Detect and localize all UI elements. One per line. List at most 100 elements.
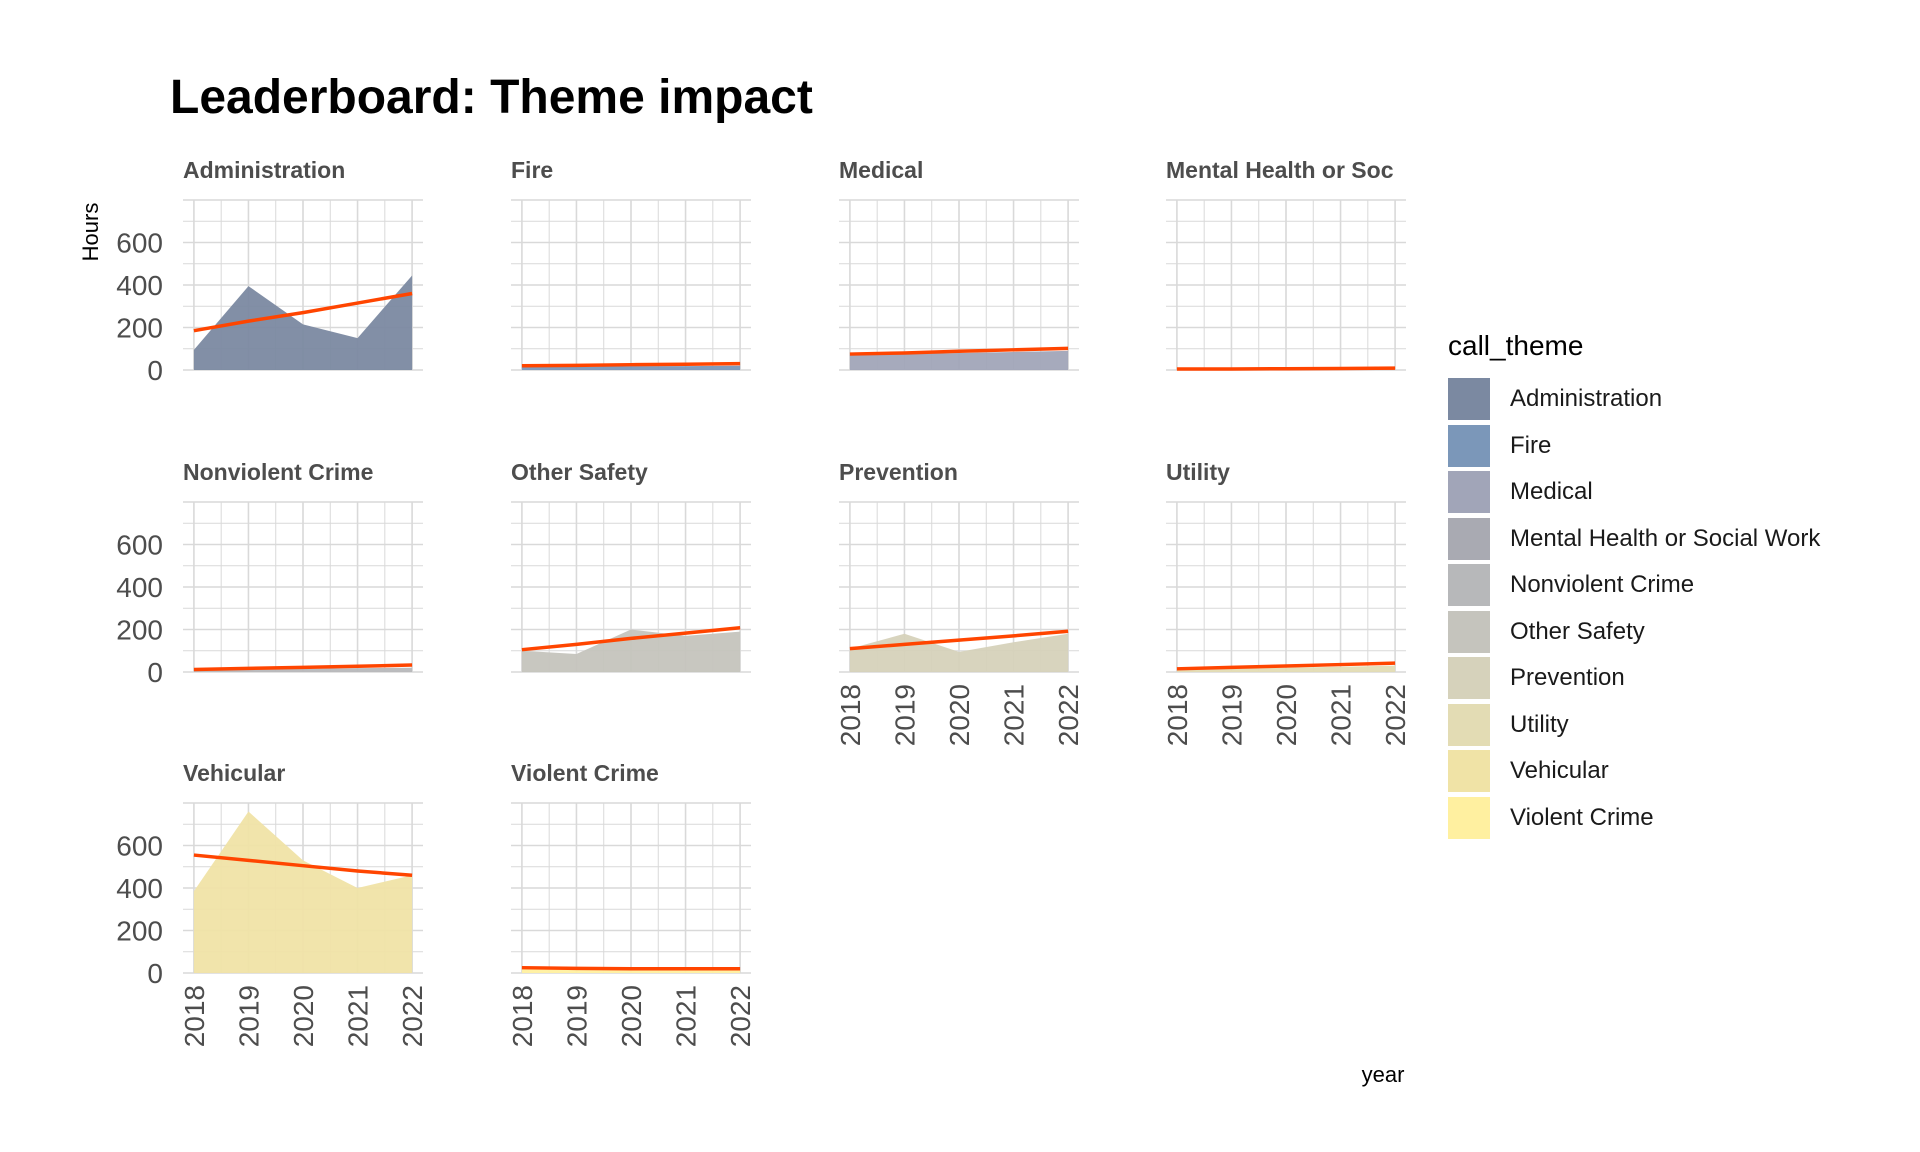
trend-line-administration xyxy=(193,291,413,333)
y-tick-label: 400 xyxy=(116,270,163,301)
panel-mental-health-or-social-work: Mental Health or Soc xyxy=(1166,157,1406,371)
y-tick-label: 200 xyxy=(116,313,163,344)
y-tick-label: 400 xyxy=(116,873,163,904)
panel-grid xyxy=(1166,501,1406,673)
y-tick-label: 0 xyxy=(147,657,163,688)
legend-label: Other Safety xyxy=(1510,617,1645,645)
legend-item-violent-crime: Violent Crime xyxy=(1448,795,1820,842)
legend-key xyxy=(1448,703,1490,746)
x-axis-title: year xyxy=(1362,1062,1405,1087)
x-tick-label: 2022 xyxy=(1053,684,1084,746)
panel-nonviolent-crime: Nonviolent Crime 0 200 400 600 xyxy=(116,459,423,688)
legend-key xyxy=(1448,610,1490,653)
area-medical xyxy=(849,350,1069,370)
legend-key xyxy=(1448,517,1490,560)
x-tick-label: 2020 xyxy=(1271,684,1302,746)
legend-label: Violent Crime xyxy=(1510,803,1654,831)
trend-line-nonviolent-crime xyxy=(193,663,413,672)
panel-vehicular: Vehicular 0 200 400 600 2018 2019 2020 2021 2022 xyxy=(116,760,428,1047)
trend-line-mental-health-or-social-work xyxy=(1176,366,1396,371)
legend-label: Nonviolent Crime xyxy=(1510,571,1695,599)
panel-grid xyxy=(1166,199,1406,371)
area-nonviolent-crime xyxy=(193,667,413,672)
trend-line-other-safety xyxy=(521,626,741,652)
legend-item-prevention: Prevention xyxy=(1448,655,1820,702)
panel-grid xyxy=(511,802,751,974)
legend-label: Fire xyxy=(1510,431,1552,459)
trend-line-utility xyxy=(1176,661,1396,671)
legend-label: Administration xyxy=(1510,385,1663,413)
trend-line-vehicular xyxy=(193,853,413,877)
y-tick-label: 600 xyxy=(116,831,163,862)
y-axis-title: Hours xyxy=(78,203,103,262)
strip-label-fire: Fire xyxy=(511,157,553,183)
panel-grid xyxy=(511,501,751,673)
y-tick-label: 200 xyxy=(116,916,163,947)
x-tick-label: 2019 xyxy=(561,985,592,1047)
y-tick-label: 600 xyxy=(116,530,163,561)
legend-label: Mental Health or Social Work xyxy=(1510,524,1821,552)
chart-title: Leaderboard: Theme impact xyxy=(170,71,813,124)
strip-label-administration: Administration xyxy=(183,157,345,183)
x-tick-label: 2022 xyxy=(397,985,428,1047)
legend-item-mental-health-or-social-work: Mental Health or Social Work xyxy=(1448,516,1820,563)
legend-label: Vehicular xyxy=(1510,757,1609,785)
x-tick-label: 2021 xyxy=(1326,684,1357,746)
legend-items: Administration Fire Medical Mental Health o… xyxy=(1448,376,1820,841)
panel-utility: Utility 2018 2019 2020 2021 2022 xyxy=(1162,459,1411,746)
legend-key xyxy=(1448,657,1490,700)
trend-line-violent-crime xyxy=(521,965,741,971)
area-other-safety xyxy=(521,629,741,672)
legend-label: Medical xyxy=(1510,478,1593,506)
x-tick-label: 2018 xyxy=(507,985,538,1047)
y-tick-label: 200 xyxy=(116,615,163,646)
panel-violent-crime: Violent Crime 2018 2019 2020 2021 2022 xyxy=(507,760,756,1047)
legend-label: Utility xyxy=(1510,710,1569,738)
legend-item-administration: Administration xyxy=(1448,376,1820,423)
x-tick-label: 2021 xyxy=(999,684,1030,746)
x-tick-label: 2022 xyxy=(725,985,756,1047)
panel-grid xyxy=(839,199,1079,371)
legend-item-fire: Fire xyxy=(1448,423,1820,470)
x-tick-label: 2021 xyxy=(343,985,374,1047)
strip-label-medical: Medical xyxy=(839,157,923,183)
x-tick-label: 2022 xyxy=(1380,684,1411,746)
x-tick-label: 2020 xyxy=(616,985,647,1047)
x-tick-label: 2021 xyxy=(671,985,702,1047)
legend-key xyxy=(1448,378,1490,421)
legend-item-other-safety: Other Safety xyxy=(1448,609,1820,656)
x-tick-label: 2019 xyxy=(233,985,264,1047)
legend-key xyxy=(1448,471,1490,514)
legend-item-nonviolent-crime: Nonviolent Crime xyxy=(1448,562,1820,609)
x-tick-label: 2018 xyxy=(1162,684,1193,746)
strip-label-nonviolent-crime: Nonviolent Crime xyxy=(183,459,373,485)
area-vehicular xyxy=(193,811,413,973)
panel-administration: Administration 0 200 400 600 xyxy=(116,157,423,386)
panel-grid xyxy=(511,199,751,371)
legend-key xyxy=(1448,424,1490,467)
strip-label-violent-crime: Violent Crime xyxy=(511,760,659,786)
strip-label-prevention: Prevention xyxy=(839,459,958,485)
strip-label-vehicular: Vehicular xyxy=(183,760,285,786)
x-tick-label: 2020 xyxy=(288,985,319,1047)
y-tick-label: 400 xyxy=(116,572,163,603)
trend-line-fire xyxy=(521,361,741,368)
legend-item-vehicular: Vehicular xyxy=(1448,748,1820,795)
legend-key xyxy=(1448,750,1490,793)
x-tick-label: 2019 xyxy=(1216,684,1247,746)
trend-line-prevention xyxy=(849,629,1069,651)
strip-label-mental-health-or-social-work: Mental Health or Soc xyxy=(1166,157,1394,183)
y-tick-label: 0 xyxy=(147,958,163,989)
panel-fire: Fire xyxy=(511,157,751,371)
panel-medical: Medical xyxy=(839,157,1079,371)
legend-key xyxy=(1448,564,1490,607)
legend-item-utility: Utility xyxy=(1448,702,1820,749)
legend-title: call_theme xyxy=(1448,330,1584,361)
panel-other-safety: Other Safety xyxy=(511,459,751,673)
panel-grid xyxy=(183,501,423,673)
legend: call_theme Administration Fire Medical Ment… xyxy=(1448,330,1820,841)
legend-label: Prevention xyxy=(1510,664,1625,692)
x-tick-label: 2018 xyxy=(179,985,210,1047)
strip-label-utility: Utility xyxy=(1166,459,1230,485)
